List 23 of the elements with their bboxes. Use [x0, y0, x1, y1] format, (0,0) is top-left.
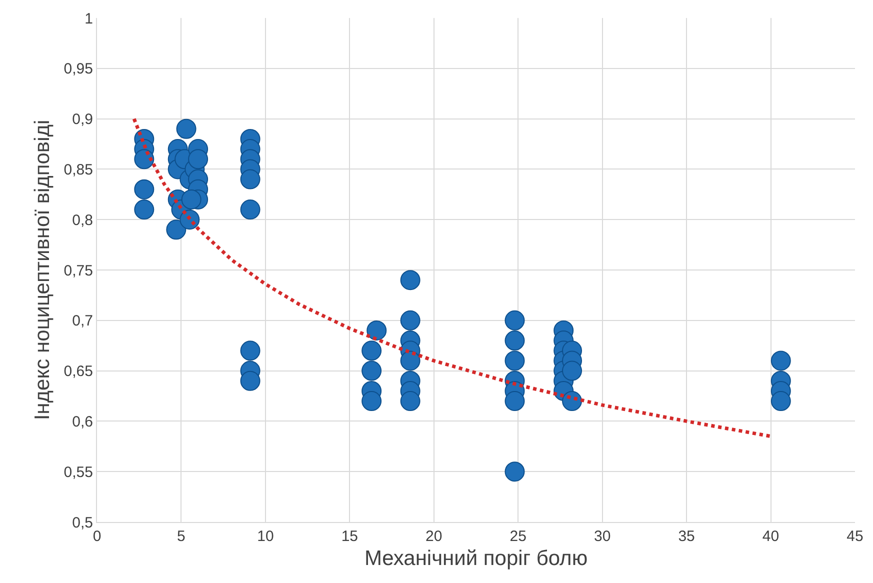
y-tick-label: 0,5 [72, 514, 93, 532]
y-tick-label: 0,65 [64, 363, 93, 380]
y-tick-label: 0,85 [64, 161, 93, 178]
x-tick-label: 20 [426, 528, 442, 545]
x-tick-label: 0 [92, 528, 102, 545]
x-tick-label: 5 [177, 528, 186, 545]
y-tick-label: 0,6 [72, 413, 93, 430]
x-tick-label: 30 [594, 528, 611, 545]
y-axis-title: Індекс ноцицептивної відповіді [30, 120, 54, 420]
x-tick-label: 10 [257, 528, 274, 545]
y-tick-label: 0,75 [64, 262, 93, 280]
x-tick-label: 40 [762, 528, 780, 545]
y-tick-label: 0,95 [64, 60, 93, 78]
y-tick-label: 0,9 [72, 111, 93, 128]
y-tick-label: 1 [84, 10, 93, 28]
x-axis-title: Механічний поріг болю [364, 547, 588, 570]
x-tick-label: 45 [846, 528, 864, 545]
x-tick-label: 25 [510, 528, 526, 545]
y-tick-label: 0,7 [72, 312, 93, 330]
x-tick-label: 15 [341, 528, 358, 545]
x-tick-label: 35 [678, 528, 695, 545]
y-tick-label: 0,8 [72, 212, 93, 229]
y-tick-label: 0,55 [64, 464, 93, 481]
